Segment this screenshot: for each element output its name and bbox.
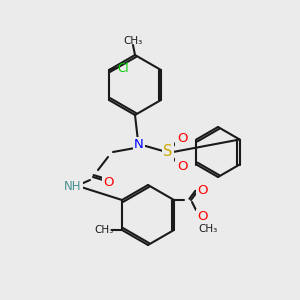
Text: O: O bbox=[198, 184, 208, 196]
Text: O: O bbox=[104, 176, 114, 188]
Text: CH₃: CH₃ bbox=[198, 224, 218, 234]
Text: Cl: Cl bbox=[117, 61, 129, 74]
Text: O: O bbox=[198, 211, 208, 224]
Text: NH: NH bbox=[64, 181, 82, 194]
Text: N: N bbox=[134, 139, 144, 152]
Text: CH₃: CH₃ bbox=[123, 36, 142, 46]
Text: S: S bbox=[163, 145, 173, 160]
Text: O: O bbox=[177, 160, 187, 172]
Text: CH₃: CH₃ bbox=[94, 225, 114, 235]
Text: O: O bbox=[177, 131, 187, 145]
